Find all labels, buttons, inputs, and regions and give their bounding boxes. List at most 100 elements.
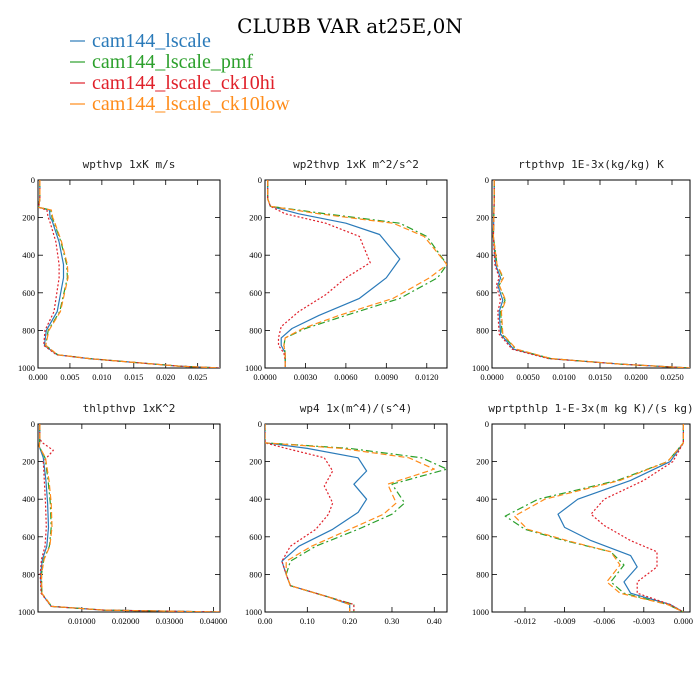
x-tick-label: 0.20: [342, 616, 357, 626]
legend-label: cam144_lscale_pmf: [92, 51, 253, 73]
legend-item: cam144_lscale_pmf: [70, 51, 253, 73]
y-tick-label: 400: [249, 494, 262, 504]
panel-6: wprtpthlp 1-E-3x(m kg K)/(s kg) 0 200 400 60…: [472, 402, 694, 626]
series-line-3: [265, 424, 355, 612]
panel-title: wprtpthlp 1-E-3x(m kg K)/(s kg): [488, 402, 693, 415]
x-tick-label: 0.00: [258, 616, 273, 626]
series-line-4: [513, 424, 685, 612]
y-tick-label: 400: [22, 494, 35, 504]
x-tick-label: 0.0090: [375, 372, 398, 382]
series-line-2: [267, 180, 447, 368]
x-tick-label: 0.0060: [334, 372, 357, 382]
panel-title: wp2thvp 1xK m^2/s^2: [293, 158, 419, 171]
y-tick-label: 200: [249, 213, 262, 223]
x-tick-label: -0.006: [593, 616, 615, 626]
x-tick-label: 0.40: [427, 616, 442, 626]
x-tick-label: 0.010: [92, 372, 111, 382]
y-tick-label: 600: [476, 532, 489, 542]
series-line-2: [504, 424, 685, 612]
y-tick-label: 1000: [18, 607, 35, 617]
series-line-4: [267, 180, 447, 368]
y-tick-label: 600: [249, 288, 262, 298]
series-line-2: [38, 424, 220, 612]
y-tick-label: 400: [249, 250, 262, 260]
y-tick-label: 0: [31, 419, 35, 429]
x-tick-label: -0.012: [514, 616, 536, 626]
x-tick-label: 0.0000: [253, 372, 276, 382]
y-tick-label: 1000: [18, 363, 35, 373]
plot-frame: [37, 179, 221, 369]
x-tick-label: 0.000: [28, 372, 47, 382]
panel-title: wpthvp 1xK m/s: [83, 158, 176, 171]
y-tick-label: 800: [249, 569, 262, 579]
x-tick-label: -0.009: [554, 616, 576, 626]
legend-label: cam144_lscale_ck10hi: [92, 72, 276, 94]
plot-frame: [264, 423, 448, 613]
y-tick-label: 0: [258, 419, 262, 429]
series-line-3: [39, 424, 220, 612]
y-tick-label: 200: [476, 457, 489, 467]
y-tick-label: 400: [22, 250, 35, 260]
y-tick-label: 200: [22, 213, 35, 223]
y-tick-label: 800: [476, 325, 489, 335]
plot-frame: [491, 179, 691, 369]
y-tick-label: 1000: [245, 607, 262, 617]
x-tick-label: -0.003: [633, 616, 655, 626]
y-tick-label: 0: [485, 419, 489, 429]
y-tick-label: 400: [476, 494, 489, 504]
legend: cam144_lscalecam144_lscale_pmfcam144_lsc…: [70, 30, 290, 115]
series-line-4: [38, 180, 220, 368]
series-line-1: [557, 424, 685, 612]
x-tick-label: 0.005: [60, 372, 79, 382]
y-tick-label: 600: [249, 532, 262, 542]
y-tick-label: 0: [485, 175, 489, 185]
x-tick-label: 0.02000: [112, 616, 140, 626]
y-tick-label: 600: [476, 288, 489, 298]
x-tick-label: 0.000: [674, 616, 693, 626]
series-line-2: [265, 424, 447, 612]
legend-item: cam144_lscale_ck10low: [70, 93, 290, 115]
panel-title: rtpthvp 1E-3x(kg/kg) K: [518, 158, 664, 171]
x-tick-label: 0.03000: [156, 616, 184, 626]
y-tick-label: 200: [249, 457, 262, 467]
legend-item: cam144_lscale: [70, 30, 211, 52]
panel-title: thlpthvp 1xK^2: [83, 402, 176, 415]
x-tick-label: 0.30: [385, 616, 400, 626]
x-tick-label: 0.0120: [415, 372, 438, 382]
series-line-1: [267, 180, 401, 368]
y-tick-label: 0: [31, 175, 35, 185]
y-tick-label: 800: [22, 325, 35, 335]
y-tick-label: 600: [22, 288, 35, 298]
legend-item: cam144_lscale_ck10hi: [70, 72, 276, 94]
y-tick-label: 800: [249, 325, 262, 335]
series-line-3: [38, 180, 220, 368]
x-tick-label: 0.0030: [294, 372, 317, 382]
y-tick-label: 1000: [472, 363, 489, 373]
figure-title: CLUBB VAR at25E,0N: [237, 14, 463, 38]
x-tick-label: 0.0050: [516, 372, 539, 382]
y-tick-label: 400: [476, 250, 489, 260]
y-tick-label: 1000: [472, 607, 489, 617]
plot-frame: [264, 179, 448, 369]
y-tick-label: 200: [22, 457, 35, 467]
series-line-4: [492, 180, 690, 368]
y-tick-label: 600: [22, 532, 35, 542]
plot-frame: [491, 423, 691, 613]
x-tick-label: 0.0150: [588, 372, 611, 382]
x-tick-label: 0.01000: [68, 616, 96, 626]
y-tick-label: 200: [476, 213, 489, 223]
x-tick-label: 0.04000: [200, 616, 228, 626]
y-tick-label: 800: [22, 569, 35, 579]
legend-label: cam144_lscale: [92, 30, 211, 52]
x-tick-label: 0.0000: [480, 372, 503, 382]
x-tick-label: 0.10: [300, 616, 315, 626]
series-line-3: [590, 424, 685, 612]
x-tick-label: 0.020: [156, 372, 175, 382]
x-tick-label: 0.0100: [552, 372, 575, 382]
x-tick-label: 0.0200: [624, 372, 647, 382]
panel-3: rtpthvp 1E-3x(kg/kg) K020040060080010000…: [472, 158, 691, 382]
